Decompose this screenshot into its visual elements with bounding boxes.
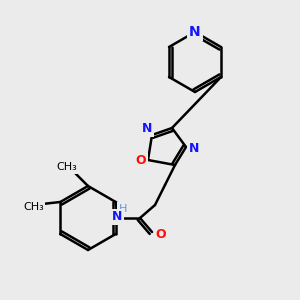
Text: N: N [142, 122, 152, 136]
Text: O: O [136, 154, 146, 166]
Text: CH₃: CH₃ [23, 202, 44, 212]
Text: CH₃: CH₃ [57, 162, 77, 172]
Text: N: N [112, 211, 122, 224]
Text: N: N [189, 142, 199, 155]
Text: H: H [119, 204, 127, 214]
Text: N: N [189, 25, 201, 39]
Text: O: O [156, 227, 166, 241]
